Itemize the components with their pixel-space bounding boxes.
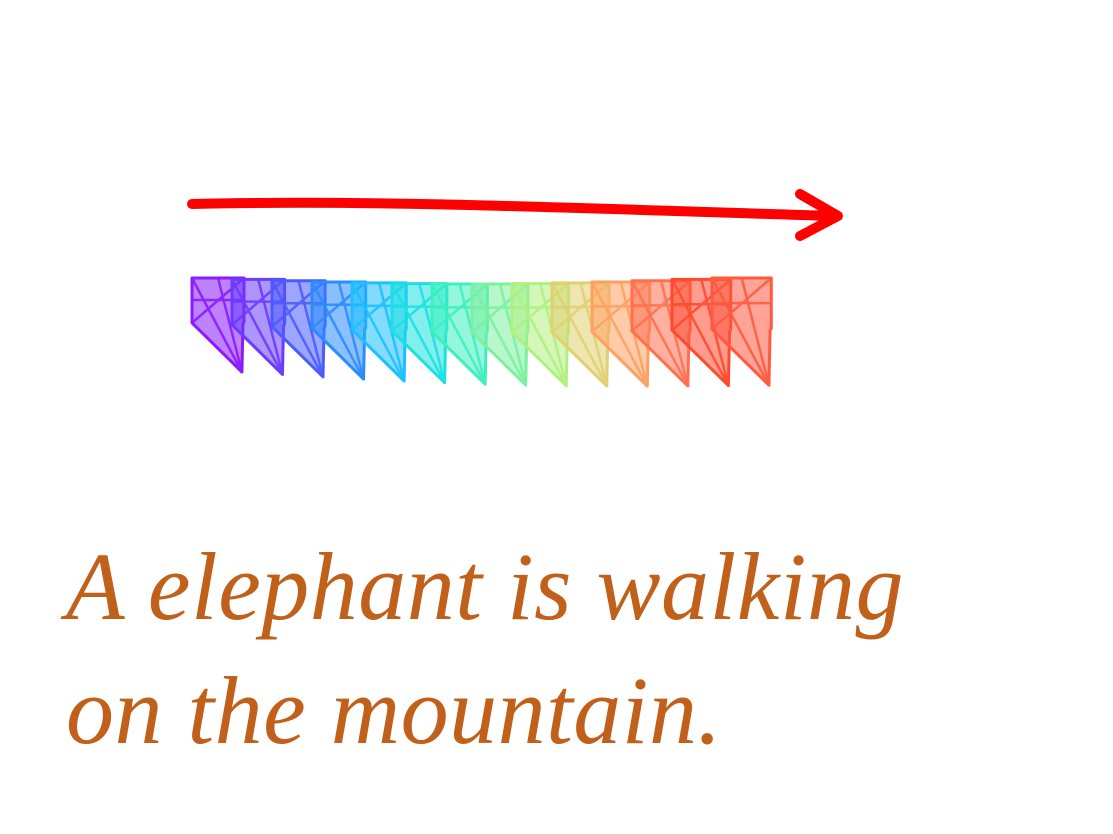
camera-frame-sequence [190, 276, 773, 388]
prompt-caption: A elephant is walking on the mountain. [66, 525, 1096, 773]
motion-arrow-shaft [187, 197, 835, 221]
arrow-right-icon [795, 189, 843, 241]
caption-line-1: A elephant is walking [66, 533, 904, 640]
camera-frustum-icon [710, 276, 773, 387]
caption-line-2: on the mountain. [66, 657, 722, 764]
